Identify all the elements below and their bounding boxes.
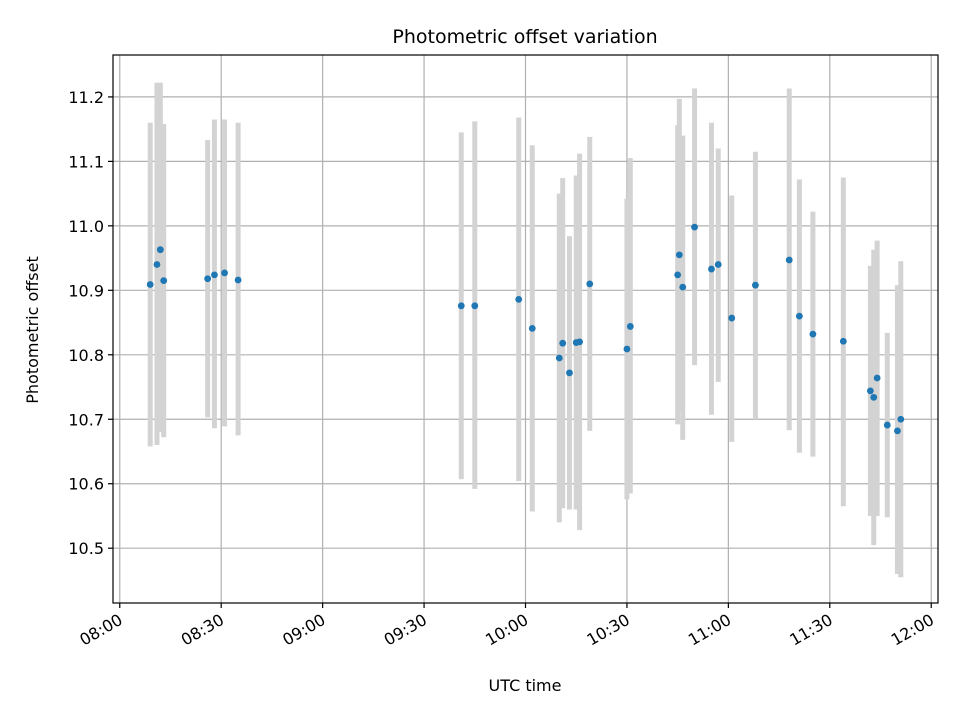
data-point (457, 302, 465, 310)
data-point (873, 374, 881, 382)
data-point (752, 281, 759, 289)
data-point (211, 271, 218, 279)
data-point (146, 281, 154, 288)
y-tick-label: 10.9 (68, 281, 104, 300)
data-point (691, 223, 698, 231)
data-point (156, 246, 164, 254)
data-point (839, 337, 847, 345)
data-point (586, 280, 594, 288)
data-point (897, 415, 905, 423)
data-point (572, 339, 580, 346)
data-point (795, 312, 803, 320)
y-tick-label: 10.8 (68, 346, 104, 365)
data-point (870, 393, 878, 401)
data-point (674, 271, 682, 279)
data-point (894, 427, 901, 435)
y-tick-label: 11.2 (68, 88, 104, 107)
data-point (708, 265, 715, 273)
data-point (809, 330, 817, 338)
data-point (866, 387, 874, 395)
data-point (714, 261, 722, 268)
chart-title: Photometric offset variation (392, 26, 657, 48)
y-tick-label: 10.7 (68, 410, 104, 429)
x-axis-label: UTC time (489, 676, 562, 695)
data-point (559, 339, 567, 347)
data-points (146, 223, 905, 435)
data-point (566, 369, 573, 377)
data-point (221, 269, 228, 277)
y-axis-ticks: 10.5 10.6 10.7 10.8 10.9 11.0 11.1 11.2 (68, 88, 113, 558)
data-point (234, 276, 242, 284)
data-point (675, 251, 683, 259)
data-point (626, 323, 634, 330)
data-point (785, 256, 793, 264)
y-tick-label: 10.6 (68, 475, 104, 494)
y-tick-label: 11.1 (68, 152, 104, 171)
data-point (623, 345, 631, 353)
data-point (153, 261, 161, 268)
data-point (515, 295, 523, 303)
y-tick-label: 10.5 (68, 539, 104, 558)
data-point (528, 324, 536, 332)
data-point (883, 421, 891, 429)
data-point (471, 302, 479, 310)
y-axis-label: Photometric offset (23, 256, 42, 404)
data-point (679, 283, 687, 291)
data-point (728, 314, 736, 322)
y-tick-label: 11.0 (68, 217, 104, 236)
data-point (160, 277, 168, 285)
data-point (555, 354, 563, 362)
data-point (204, 275, 212, 283)
